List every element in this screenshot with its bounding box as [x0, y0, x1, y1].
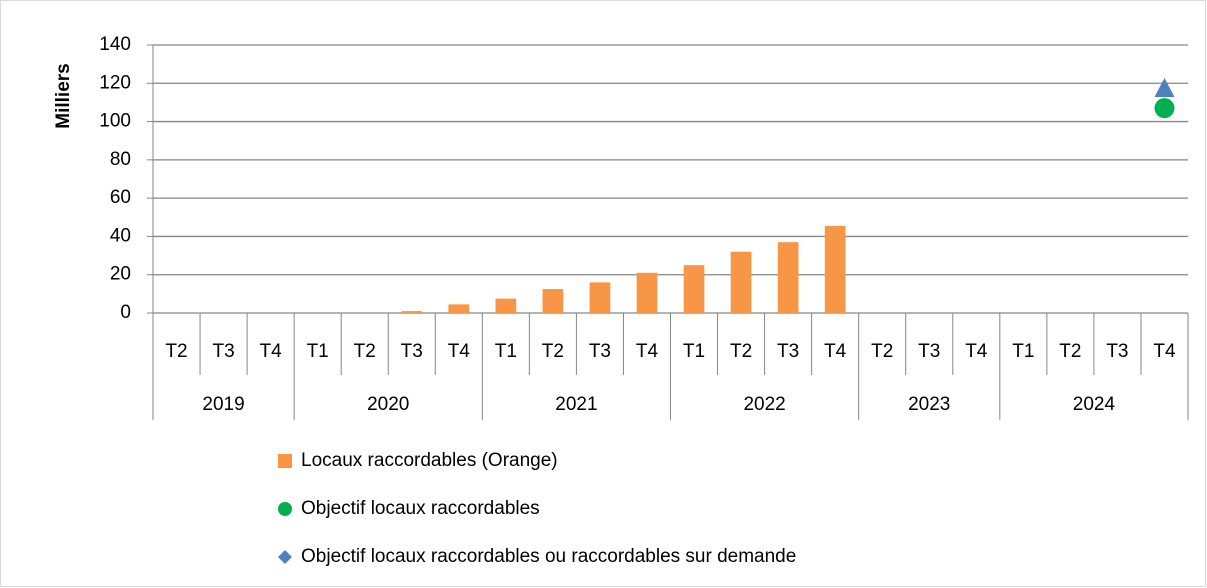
x-tick-label: T3 [401, 341, 423, 362]
x-group-label: 2020 [367, 394, 409, 415]
legend-label: Objectif locaux raccordables ou raccorda… [301, 546, 796, 567]
x-tick-label: T2 [354, 341, 376, 362]
legend-marker [278, 454, 292, 468]
x-tick-label: T1 [495, 341, 517, 362]
y-tick-label: 0 [120, 302, 131, 323]
bar [495, 298, 517, 313]
x-tick-label: T4 [260, 341, 283, 362]
x-tick-label: T4 [1153, 341, 1176, 362]
x-tick-label: T3 [589, 341, 611, 362]
x-tick-label: T3 [777, 341, 799, 362]
y-tick-label: 80 [110, 149, 131, 170]
x-group-label: 2019 [202, 394, 244, 415]
x-group-label: 2023 [908, 394, 950, 415]
bar [542, 289, 564, 313]
x-group-label: 2024 [1073, 394, 1116, 415]
bar [636, 272, 658, 313]
x-tick-label: T2 [542, 341, 564, 362]
x-tick-label: T4 [824, 341, 847, 362]
bar [777, 242, 799, 313]
bar [589, 282, 611, 313]
x-tick-label: T4 [965, 341, 988, 362]
bar [448, 304, 470, 313]
y-tick-label: 20 [110, 264, 131, 285]
x-tick-label: T4 [636, 341, 659, 362]
y-tick-label: 120 [99, 72, 131, 93]
legend-label: Objectif locaux raccordables [301, 498, 540, 519]
x-tick-label: T3 [1106, 341, 1128, 362]
x-tick-label: T1 [1012, 341, 1034, 362]
y-tick-label: 140 [99, 34, 131, 55]
bar [401, 311, 423, 313]
bar [730, 251, 752, 313]
x-tick-label: T1 [683, 341, 705, 362]
x-tick-label: T3 [212, 341, 234, 362]
marker [1154, 78, 1175, 98]
x-tick-label: T1 [307, 341, 329, 362]
x-tick-label: T3 [918, 341, 940, 362]
bar [824, 225, 846, 313]
x-tick-label: T4 [448, 341, 471, 362]
x-tick-label: T2 [1059, 341, 1081, 362]
y-tick-label: 60 [110, 187, 131, 208]
y-tick-label: 100 [99, 111, 131, 132]
legend-label: Locaux raccordables (Orange) [301, 450, 558, 471]
bar [683, 265, 705, 313]
y-axis-label: Milliers [53, 63, 74, 128]
x-tick-label: T2 [165, 341, 187, 362]
x-group-label: 2021 [555, 394, 597, 415]
x-tick-label: T2 [871, 341, 893, 362]
marker [1154, 98, 1175, 119]
y-tick-label: 40 [110, 225, 131, 246]
legend-marker [278, 502, 292, 516]
x-group-label: 2022 [743, 394, 785, 415]
legend-marker [278, 550, 292, 564]
x-tick-label: T2 [730, 341, 752, 362]
